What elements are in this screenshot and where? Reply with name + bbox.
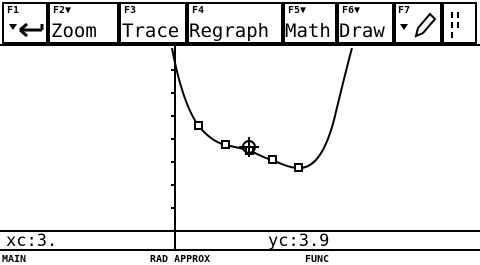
tab-label: Regraph <box>189 20 269 42</box>
y-coordinate: yc:3.9 <box>268 231 329 251</box>
tab-label: Trace <box>122 20 179 42</box>
status-app: MAIN <box>2 254 26 265</box>
tab-key: F6▼ <box>342 5 360 16</box>
tab-label: Math <box>285 20 331 42</box>
tab-label: Draw <box>339 20 385 42</box>
x-coordinate: xc:3. <box>6 231 57 251</box>
tab-key: F4 <box>192 5 204 16</box>
tab-key: F1 <box>7 5 19 16</box>
tab-key: F5▼ <box>288 5 306 16</box>
tab-key: F7 <box>398 5 410 16</box>
calculator-screen: F1 F2▼ Zoom F3 Trace F4 Regraph F5▼ Math… <box>0 0 480 265</box>
status-graph: FUNC <box>305 254 329 265</box>
status-mode: RAD APPROX <box>150 254 210 265</box>
tab-key: F2▼ <box>53 5 71 16</box>
tab-key: F3 <box>124 5 136 16</box>
tab-label: Zoom <box>51 20 97 42</box>
